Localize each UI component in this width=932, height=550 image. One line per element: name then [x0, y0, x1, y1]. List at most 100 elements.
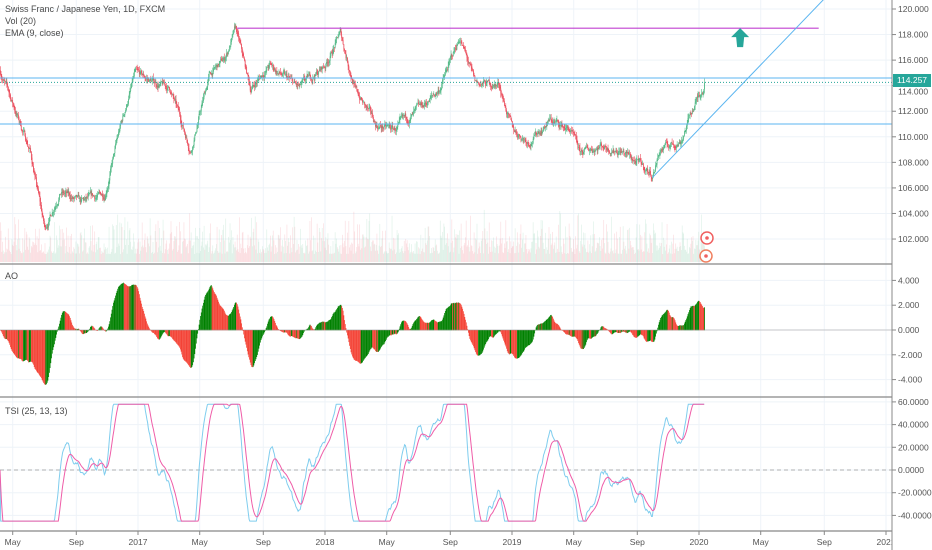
candle-body	[522, 138, 524, 140]
candle-body	[687, 118, 689, 123]
candle-body	[374, 121, 376, 123]
candle-body	[397, 124, 399, 128]
ao-bar	[658, 322, 660, 331]
volume-bar	[27, 246, 29, 262]
candle-body	[395, 130, 397, 132]
ao-bar	[68, 314, 70, 331]
candle-body	[216, 64, 217, 67]
ao-bar	[234, 303, 236, 331]
volume-bar	[697, 240, 699, 262]
candle-body	[141, 70, 142, 74]
ema-indicator-label[interactable]: EMA (9, close)	[5, 28, 64, 38]
volume-bar	[589, 251, 591, 262]
candle-body	[162, 81, 164, 85]
ao-bar	[675, 322, 677, 331]
ao-bar	[421, 319, 423, 331]
candle-body	[26, 140, 28, 145]
volume-bar	[270, 251, 272, 262]
candle-body	[319, 69, 321, 71]
volume-bar	[681, 225, 683, 262]
ao-bar	[415, 320, 417, 331]
candle-body	[95, 198, 96, 200]
ao-bar	[148, 326, 150, 331]
volume-bar	[388, 253, 389, 262]
volume-bar	[499, 238, 501, 262]
ao-bar	[631, 330, 633, 334]
ao-bar	[185, 330, 187, 362]
candle-body	[315, 73, 317, 76]
volume-bar	[92, 225, 93, 262]
candle-body	[693, 110, 695, 112]
ao-bar	[369, 330, 371, 351]
volume-bar	[474, 252, 476, 262]
ao-bar	[557, 324, 559, 331]
volume-bar	[396, 230, 398, 262]
ao-bar	[216, 295, 217, 331]
candle-body	[112, 158, 114, 164]
volume-bar	[347, 253, 349, 262]
candle-body	[33, 166, 34, 173]
candle-body	[23, 130, 25, 132]
ao-bar	[247, 330, 249, 355]
ao-bar	[622, 330, 623, 332]
ao-bar	[523, 330, 525, 352]
volume-bar	[452, 240, 453, 262]
ao-bar	[587, 330, 589, 339]
candle-body	[626, 151, 628, 154]
ao-bar	[628, 330, 630, 332]
ao-bar	[420, 317, 422, 331]
volume-bar	[519, 233, 521, 262]
ao-bar	[434, 320, 435, 331]
volume-bar	[656, 250, 658, 262]
volume-bar	[61, 228, 63, 262]
candle-body	[56, 205, 58, 206]
volume-bar	[189, 213, 191, 262]
candle-body	[513, 127, 515, 131]
ao-bar	[17, 330, 19, 359]
ao-bar	[296, 330, 298, 339]
volume-bar	[401, 248, 402, 262]
volume-bar	[18, 248, 20, 262]
price-axis-label: 102.000	[898, 234, 929, 244]
ao-bar	[10, 330, 11, 348]
ao-bar	[588, 330, 590, 339]
volume-bar	[531, 241, 533, 262]
candle-body	[532, 138, 534, 144]
volume-bar	[21, 253, 23, 262]
candle-body	[423, 105, 425, 107]
volume-bar	[653, 223, 654, 262]
volume-bar	[87, 252, 88, 262]
volume-indicator-label[interactable]: Vol (20)	[5, 16, 37, 26]
ao-bar	[689, 308, 691, 331]
ao-pane-label[interactable]: AO	[5, 271, 19, 281]
volume-bar	[166, 240, 168, 262]
ao-bar	[524, 330, 526, 349]
candle-body	[164, 83, 165, 84]
volume-bar	[409, 253, 411, 262]
ao-bar	[606, 328, 608, 331]
ao-bar	[584, 330, 586, 347]
candle-body	[604, 146, 606, 147]
ao-bar	[55, 330, 57, 338]
ao-bar	[246, 330, 248, 348]
tsi-pane-label[interactable]: TSI (25, 13, 13)	[5, 406, 68, 416]
candle-body	[78, 194, 80, 199]
time-axis-label: Sep	[69, 537, 84, 547]
volume-bar	[10, 252, 11, 262]
candle-body	[69, 192, 70, 196]
volume-bar	[183, 222, 185, 262]
ao-bar	[421, 318, 422, 331]
ao-bar	[414, 321, 415, 331]
candle-body	[677, 145, 679, 146]
symbol-title[interactable]: Swiss Franc / Japanese Yen, 1D, FXCM	[5, 4, 166, 14]
volume-bar	[72, 251, 73, 262]
volume-bar	[223, 240, 225, 262]
candle-body	[69, 195, 71, 199]
candle-body	[438, 90, 440, 93]
candle-body	[64, 193, 65, 194]
volume-bar	[624, 248, 625, 262]
volume-bar	[108, 226, 110, 262]
price-axis-label: 120.000	[898, 4, 929, 14]
ao-bar	[475, 330, 476, 353]
